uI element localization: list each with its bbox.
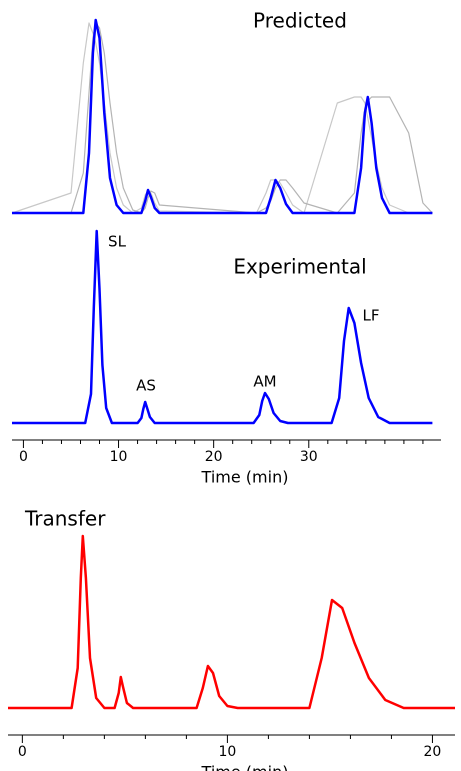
peak-label: AM — [253, 373, 276, 391]
x-tick-label: 0 — [18, 744, 27, 760]
trace — [12, 22, 433, 214]
panel-title: Predicted — [253, 9, 347, 33]
x-tick-label: 30 — [300, 449, 318, 465]
peak-label: AS — [136, 377, 156, 395]
panel-title: Experimental — [233, 255, 366, 279]
x-tick-label: 10 — [110, 449, 128, 465]
x-tick-label: 0 — [19, 449, 28, 465]
x-tick-label: 10 — [218, 744, 236, 760]
trace — [8, 534, 455, 710]
trace — [12, 229, 433, 425]
panel-title: Transfer — [24, 507, 106, 531]
x-axis-label: Time (min) — [201, 763, 289, 771]
x-tick-label: 20 — [205, 449, 223, 465]
trace — [11, 22, 433, 214]
x-axis-label: Time (min) — [201, 468, 289, 487]
x-tick-label: 20 — [424, 744, 442, 760]
peak-label: LF — [363, 307, 380, 325]
peak-label: SL — [108, 233, 127, 251]
trace — [12, 18, 433, 215]
